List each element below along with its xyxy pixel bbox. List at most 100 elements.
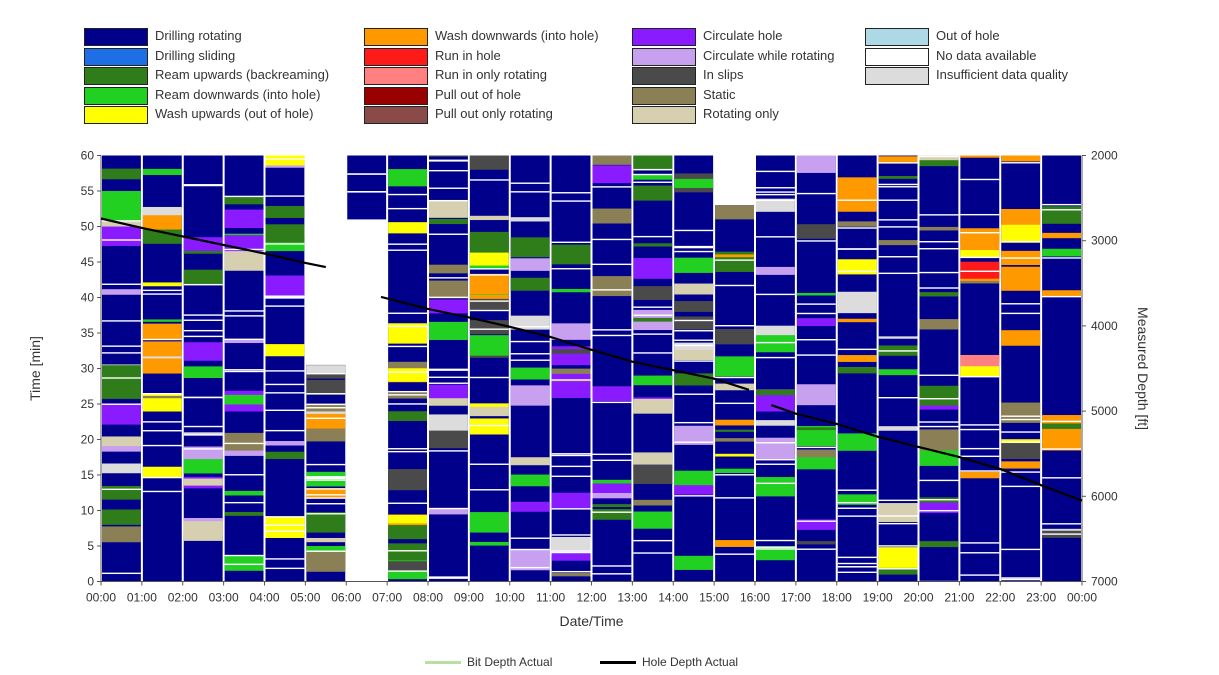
activity-gap bbox=[919, 214, 959, 216]
activity-gap bbox=[551, 268, 591, 270]
activity-gap bbox=[592, 329, 632, 331]
activity-gap bbox=[878, 272, 918, 275]
activity-gap bbox=[633, 333, 673, 335]
activity-gap bbox=[265, 530, 305, 533]
hour-column bbox=[592, 155, 632, 582]
activity-gap bbox=[592, 334, 632, 337]
activity-gap bbox=[183, 329, 223, 332]
activity-gap bbox=[388, 450, 427, 453]
hour-column bbox=[469, 155, 509, 582]
activity-segment bbox=[1001, 402, 1041, 423]
activity-segment bbox=[265, 155, 305, 166]
activity-gap bbox=[429, 382, 468, 384]
activity-gap bbox=[265, 383, 305, 386]
activity-segment bbox=[142, 395, 182, 399]
activity-segment bbox=[878, 547, 918, 568]
activity-segment bbox=[306, 428, 346, 442]
activity-segment bbox=[837, 366, 877, 374]
activity-segment bbox=[837, 355, 877, 362]
activity-gap bbox=[837, 556, 877, 559]
activity-segment bbox=[960, 228, 1000, 246]
activity-segment bbox=[224, 196, 264, 205]
activity-segment bbox=[1001, 155, 1041, 162]
activity-segment bbox=[265, 516, 305, 538]
hour-column bbox=[674, 155, 714, 582]
activity-segment bbox=[674, 155, 714, 582]
activity-gap bbox=[306, 503, 346, 505]
activity-gap bbox=[102, 403, 141, 405]
activity-gap bbox=[183, 448, 223, 450]
activity-gap bbox=[306, 477, 346, 480]
legend-swatch bbox=[84, 47, 148, 66]
activity-segment bbox=[796, 541, 836, 545]
y-tick-label: 20 bbox=[81, 433, 95, 447]
legend-label: Wash downwards (into hole) bbox=[435, 28, 599, 43]
activity-gap bbox=[551, 534, 591, 536]
activity-segment bbox=[388, 222, 427, 234]
y-tick-label: 40 bbox=[81, 291, 95, 305]
activity-gap bbox=[183, 184, 223, 186]
activity-segment bbox=[592, 208, 632, 224]
activity-gap bbox=[551, 241, 591, 243]
activity-segment bbox=[102, 365, 141, 383]
activity-segment bbox=[796, 449, 836, 459]
activity-gap bbox=[102, 239, 141, 241]
activity-segment bbox=[796, 457, 836, 470]
activity-segment bbox=[469, 335, 509, 356]
activity-gap bbox=[224, 370, 264, 373]
activity-gap bbox=[224, 310, 264, 312]
activity-segment bbox=[796, 519, 836, 530]
activity-segment bbox=[142, 323, 182, 340]
x-tick-label: 22:00 bbox=[985, 591, 1015, 605]
activity-segment bbox=[551, 373, 591, 381]
legend-swatch bbox=[84, 106, 148, 125]
activity-gap bbox=[919, 374, 959, 376]
legend-swatch bbox=[632, 67, 696, 86]
activity-gap bbox=[756, 193, 795, 196]
legend-swatch bbox=[84, 28, 148, 46]
activity-segment bbox=[429, 299, 468, 314]
activity-gap bbox=[674, 393, 714, 395]
activity-gap bbox=[919, 155, 959, 158]
activity-segment bbox=[796, 224, 836, 239]
activity-segment bbox=[1001, 266, 1041, 283]
activity-gap bbox=[837, 507, 877, 509]
activity-segment bbox=[1042, 155, 1081, 582]
activity-gap bbox=[878, 162, 918, 164]
activity-gap bbox=[633, 173, 673, 176]
x-tick-label: 23:00 bbox=[1026, 591, 1056, 605]
activity-gap bbox=[551, 454, 591, 457]
activity-gap bbox=[837, 489, 877, 491]
activity-gap bbox=[1042, 523, 1081, 525]
activity-gap bbox=[674, 246, 714, 249]
activity-chart: 0 5 10 15 20 25 30 35 40 45 50 55 60 2000 3000 4000 5000… bbox=[27, 149, 1151, 630]
activity-gap bbox=[756, 463, 795, 465]
activity-segment bbox=[919, 385, 959, 406]
activity-gap bbox=[1001, 471, 1041, 473]
activity-segment bbox=[142, 168, 182, 176]
activity-gap bbox=[388, 403, 427, 405]
activity-gap bbox=[306, 479, 346, 481]
x-tick-label: 04:00 bbox=[249, 591, 279, 605]
activity-gap bbox=[388, 249, 427, 251]
activity-segment bbox=[674, 425, 714, 445]
activity-gap bbox=[265, 429, 305, 432]
activity-gap bbox=[715, 553, 754, 555]
legend-swatch bbox=[865, 28, 929, 46]
activity-segment bbox=[265, 344, 305, 357]
activity-segment bbox=[674, 349, 714, 361]
activity-segment bbox=[102, 380, 141, 399]
y-tick-label: 0 bbox=[87, 575, 94, 589]
activity-gap bbox=[960, 470, 1000, 472]
activity-gap bbox=[960, 178, 1000, 181]
activity-segment bbox=[469, 418, 509, 435]
activity-gap bbox=[1001, 240, 1041, 243]
activity-gap bbox=[633, 314, 673, 316]
activity-gap bbox=[1001, 162, 1041, 164]
activity-segment bbox=[306, 379, 346, 395]
activity-gap bbox=[183, 184, 223, 187]
y2-tick-label: 3000 bbox=[1091, 234, 1118, 248]
activity-gap bbox=[224, 442, 264, 445]
activity-segment bbox=[796, 427, 836, 431]
activity-segment bbox=[633, 464, 673, 485]
